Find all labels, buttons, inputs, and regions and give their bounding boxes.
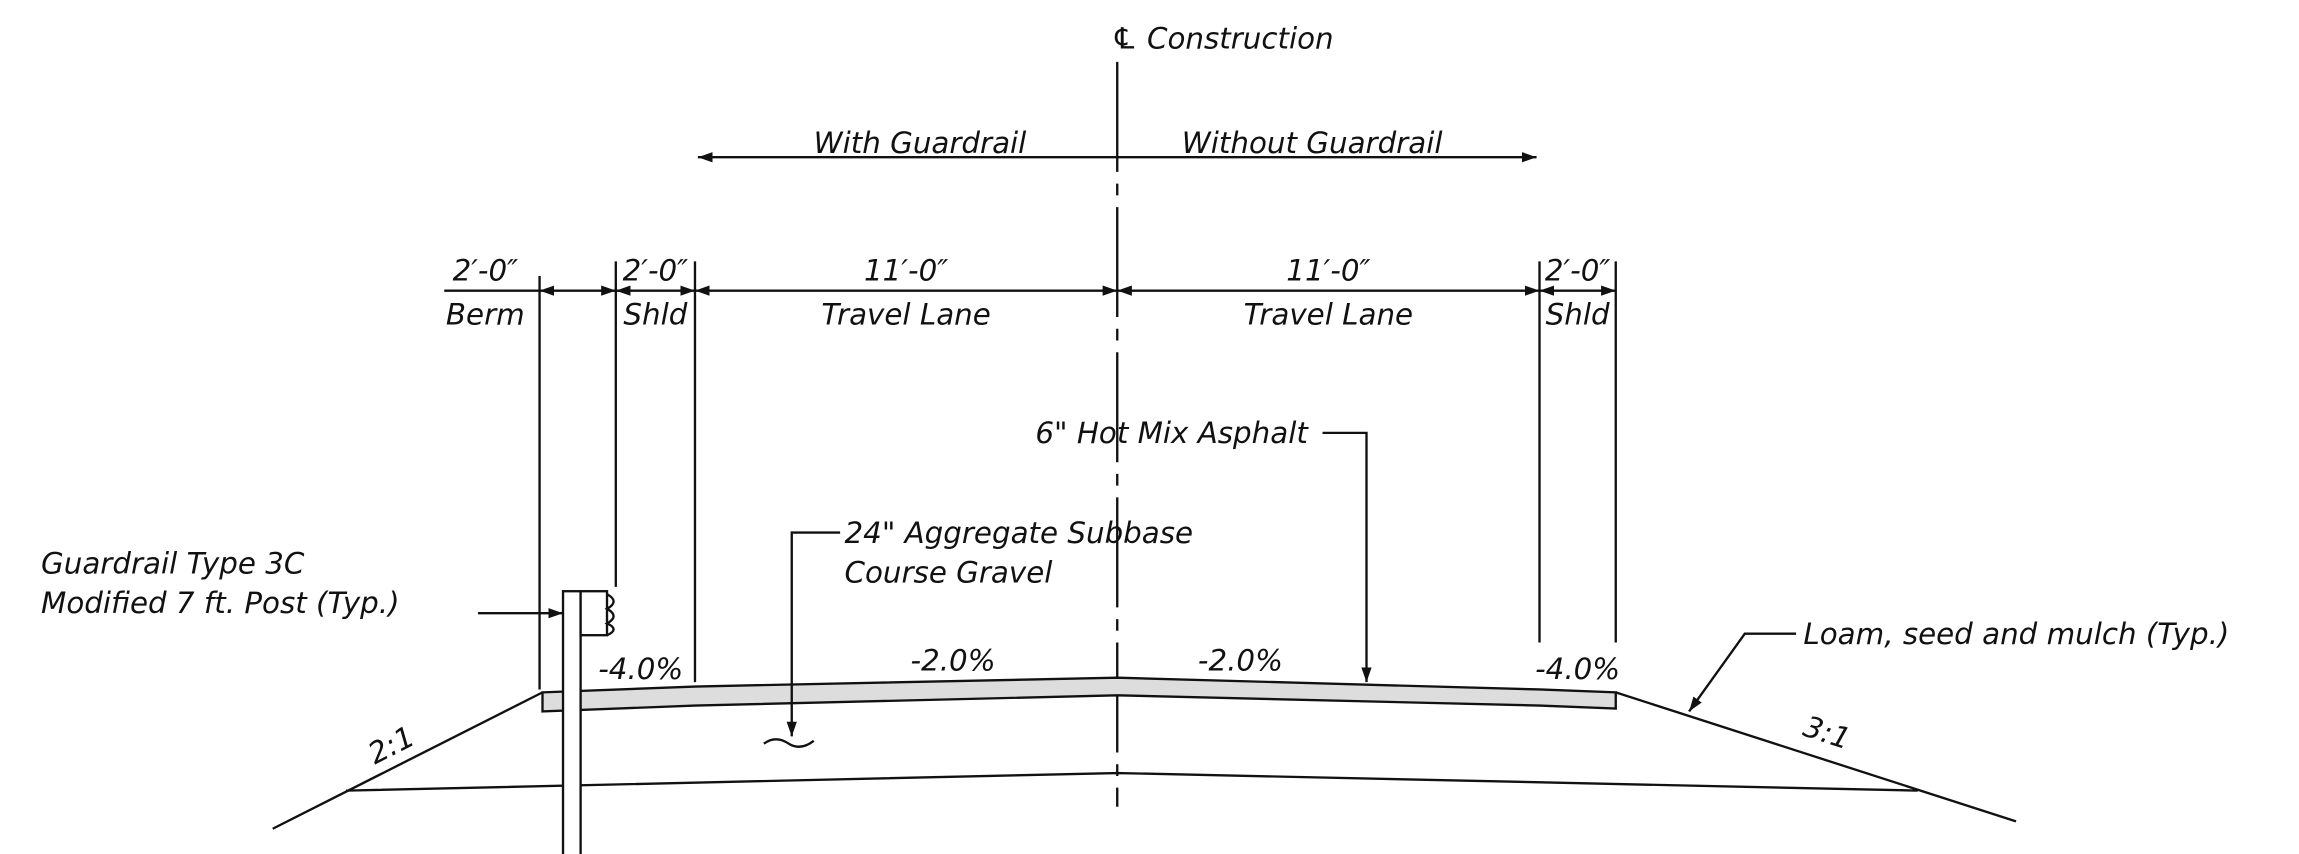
slope: -2.0% bbox=[911, 643, 996, 677]
side-slope: 2:1 bbox=[363, 719, 420, 771]
slope: -4.0% bbox=[1535, 652, 1620, 686]
slope: -2.0% bbox=[1198, 643, 1283, 677]
dimension-label: Shld bbox=[1546, 297, 1610, 331]
dimension: 2′-0″ bbox=[453, 253, 519, 287]
dimension: 11′-0″ bbox=[1286, 253, 1370, 287]
callout: Guardrail Type 3C bbox=[41, 547, 305, 581]
callout: 6" Hot Mix Asphalt bbox=[1035, 416, 1309, 450]
dimension-label: Travel Lane bbox=[1244, 297, 1413, 331]
slope: -4.0% bbox=[598, 652, 683, 686]
callout: Course Gravel bbox=[845, 555, 1053, 589]
dimension: 2′-0″ bbox=[1545, 253, 1611, 287]
side-slope: 3:1 bbox=[1799, 709, 1854, 756]
dimension-label: Travel Lane bbox=[821, 297, 990, 331]
linework bbox=[272, 61, 2017, 854]
callout: Loam, seed and mulch (Typ.) bbox=[1803, 617, 2229, 651]
centerline-label: ℄ Construction bbox=[1111, 22, 1333, 56]
dimension-label: Berm bbox=[446, 297, 525, 331]
dimension: 11′-0″ bbox=[864, 253, 948, 287]
callout: Modified 7 ft. Post (Typ.) bbox=[41, 586, 399, 620]
zone-label: Without Guardrail bbox=[1182, 126, 1443, 160]
labels: ℄ Construction With Guardrail Without Gu… bbox=[41, 22, 2229, 771]
dimension-label: Shld bbox=[623, 297, 687, 331]
callout: 24" Aggregate Subbase bbox=[845, 516, 1194, 550]
dimension: 2′-0″ bbox=[623, 253, 689, 287]
zone-label: With Guardrail bbox=[814, 126, 1027, 160]
